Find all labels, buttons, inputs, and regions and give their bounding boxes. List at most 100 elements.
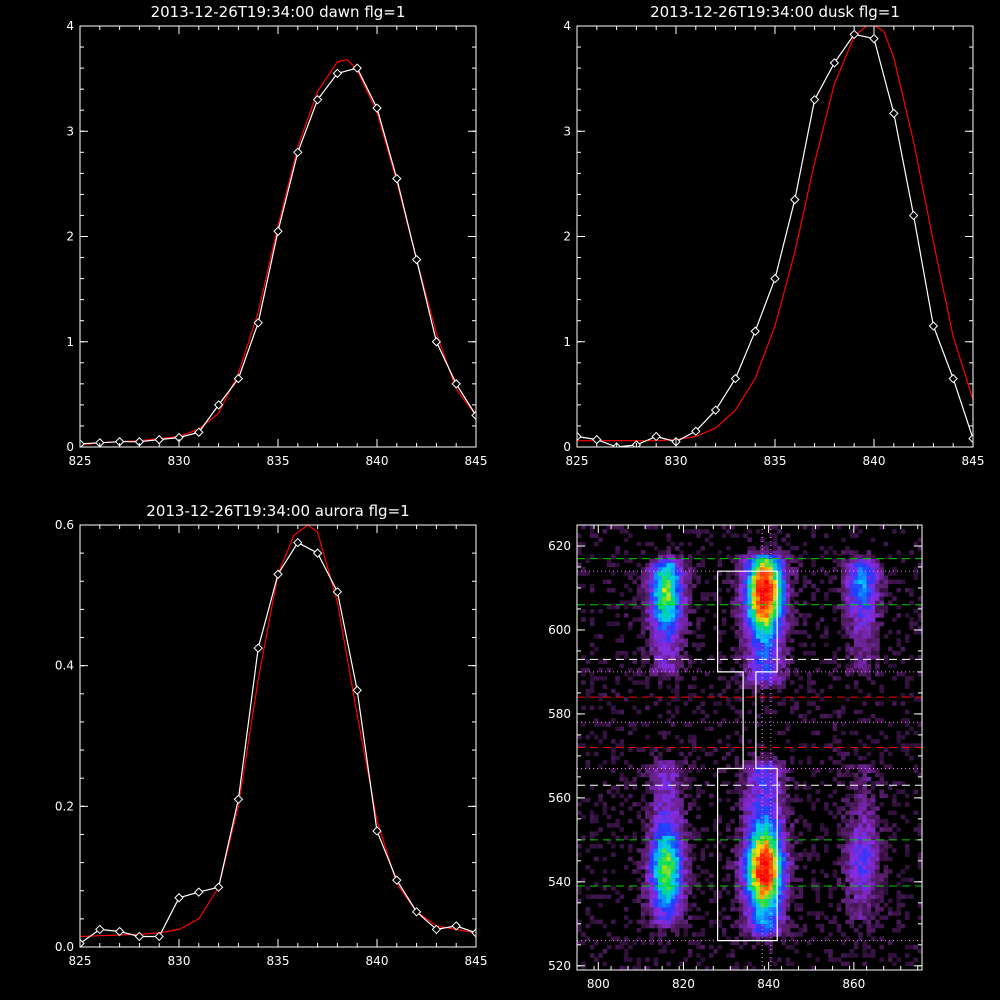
heatmap-cell	[619, 793, 625, 799]
heatmap-cell	[657, 781, 663, 786]
heatmap-cell	[649, 940, 654, 946]
heatmap-cell	[653, 839, 659, 845]
heatmap-cell	[798, 713, 804, 719]
heatmap-cell	[870, 793, 876, 799]
heatmap-cell	[772, 894, 778, 899]
heatmap-cell	[755, 646, 761, 652]
heatmap-cell	[845, 558, 850, 564]
heatmap-cell	[798, 890, 804, 895]
heatmap-cell	[841, 604, 846, 610]
heatmap-cell	[802, 781, 808, 786]
heatmap-cell	[662, 818, 667, 824]
heatmap-cell	[807, 823, 812, 828]
heatmap-cell	[666, 860, 671, 866]
heatmap-cell	[764, 797, 769, 803]
heatmap-cell	[734, 764, 740, 769]
heatmap-cell	[687, 848, 693, 853]
heatmap-cell	[883, 659, 889, 664]
heatmap-cell	[862, 911, 867, 916]
heatmap-cell	[738, 890, 744, 895]
heatmap-cell	[789, 856, 795, 862]
heatmap-cell	[853, 566, 859, 572]
heatmap-cell	[704, 671, 710, 677]
heatmap-cell	[747, 650, 752, 656]
data-point	[948, 373, 958, 384]
heatmap-cell	[858, 814, 863, 820]
heatmap-cell	[670, 911, 676, 916]
heatmap-cell	[849, 890, 855, 895]
heatmap-cell	[662, 625, 667, 631]
heatmap-cell	[858, 852, 863, 857]
heatmap-cell	[683, 566, 689, 572]
heatmap-cell	[866, 571, 872, 576]
heatmap-cell	[879, 818, 884, 824]
heatmap-cell	[645, 676, 650, 681]
heatmap-cell	[751, 818, 757, 824]
heatmap-cell	[755, 823, 761, 828]
heatmap-cell	[632, 705, 637, 711]
heatmap-cell	[755, 743, 761, 748]
heatmap-cell	[645, 806, 650, 811]
heatmap-cell	[747, 907, 752, 912]
heatmap-cell	[700, 915, 706, 920]
heatmap-cell	[760, 671, 765, 677]
heatmap-cell	[696, 755, 701, 761]
heatmap-cell	[734, 936, 740, 941]
heatmap-cell	[751, 823, 757, 828]
heatmap-cell	[581, 617, 586, 622]
heatmap-cell	[772, 562, 778, 568]
heatmap-cell	[687, 823, 693, 828]
heatmap-cell	[862, 890, 867, 895]
heatmap-cell	[738, 713, 744, 719]
heatmap-cell	[777, 655, 782, 660]
heatmap-cell	[870, 592, 876, 597]
heatmap-cell	[849, 915, 855, 920]
heatmap-cell	[738, 785, 744, 790]
heatmap-cell	[743, 768, 748, 773]
heatmap-cell	[670, 646, 676, 652]
heatmap-cell	[870, 625, 876, 631]
heatmap-cell	[781, 730, 786, 736]
heatmap-cell	[764, 806, 769, 811]
heatmap-cell	[696, 932, 701, 937]
heatmap-cell	[743, 562, 748, 568]
heatmap-cell	[666, 894, 671, 899]
heatmap-cell	[649, 781, 654, 786]
heatmap-cell	[755, 529, 761, 534]
heatmap-cell	[709, 886, 714, 891]
heatmap-cell	[858, 823, 863, 828]
heatmap-cell	[875, 587, 880, 593]
heatmap-cell	[896, 894, 901, 899]
heatmap-cell	[628, 818, 633, 824]
heatmap-cell	[751, 604, 757, 610]
heatmap-cell	[751, 613, 757, 618]
heatmap-cell	[606, 839, 612, 845]
heatmap-cell	[819, 697, 825, 702]
heatmap-cell	[841, 613, 846, 618]
data-point	[710, 405, 721, 415]
heatmap-cell	[896, 734, 901, 740]
heatmap-cell	[615, 613, 620, 618]
heatmap-cell	[611, 562, 616, 568]
heatmap-cell	[674, 608, 680, 614]
heatmap-cell	[666, 550, 671, 555]
heatmap-cell	[738, 709, 744, 715]
heatmap-cell	[836, 747, 842, 752]
heatmap-cell	[828, 659, 833, 664]
heatmap-cell	[623, 940, 629, 946]
heatmap-cell	[611, 869, 616, 874]
heatmap-cell	[760, 881, 765, 887]
heatmap-cell	[649, 764, 654, 769]
heatmap-cell	[696, 915, 701, 920]
heatmap-cell	[645, 571, 650, 576]
y-tick-label: 620	[548, 539, 571, 553]
heatmap-cell	[875, 907, 880, 912]
heatmap-cell	[785, 961, 791, 967]
heatmap-cell	[760, 873, 765, 878]
heatmap-cell	[883, 583, 889, 589]
heatmap-cell	[900, 659, 906, 664]
heatmap-cell	[747, 894, 752, 899]
heatmap-cell	[777, 894, 782, 899]
heatmap-cell	[772, 890, 778, 895]
heatmap-cell	[751, 634, 757, 639]
